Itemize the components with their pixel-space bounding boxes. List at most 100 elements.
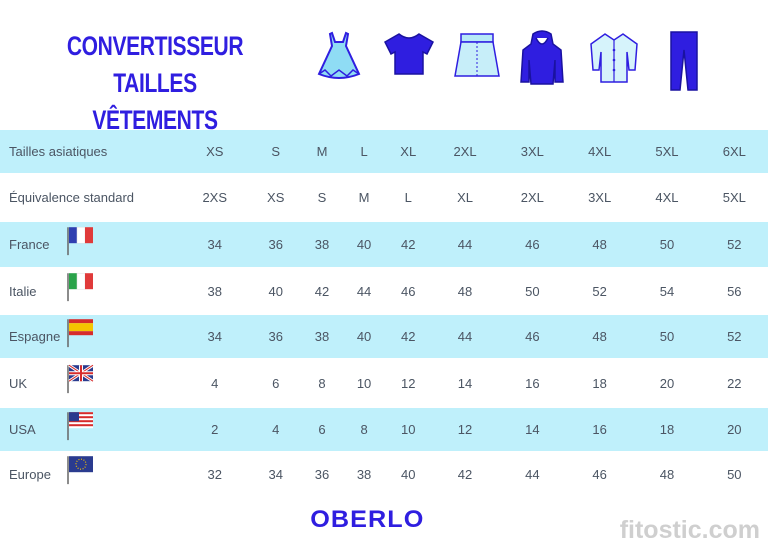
table-cell: 46 (401, 283, 416, 299)
table-cell: 38 (314, 237, 330, 252)
table-cell: S (317, 190, 327, 205)
table-cell: 38 (207, 283, 222, 299)
watermark: fitostic.com (619, 516, 760, 544)
table-cell: 50 (727, 466, 742, 482)
table-cell: 38 (356, 466, 372, 482)
table-cell: 40 (356, 329, 372, 344)
dress-icon (317, 31, 361, 79)
hoodie-icon (520, 30, 564, 85)
table-cell: 48 (457, 283, 473, 299)
spain-flag-icon (66, 317, 96, 350)
row-label-text: Italie (9, 283, 37, 299)
table-cell: 2XS (202, 190, 228, 205)
table-row: UK 4 6 8 10 12 14 16 18 20 22 (0, 358, 768, 408)
table-cell: 46 (592, 466, 607, 482)
table-row: France 34 36 38 40 42 44 46 48 50 52 (0, 222, 768, 267)
table-cell: 34 (207, 237, 222, 252)
table-cell: 38 (314, 329, 330, 344)
table-cell: 4 (272, 422, 280, 437)
table-cell: 6 (318, 422, 326, 437)
table-cell: L (360, 144, 368, 159)
row-label: Espagne (0, 315, 179, 358)
table-cell: 8 (318, 375, 326, 391)
table-cell: 20 (659, 375, 675, 391)
table-cell: M (316, 144, 328, 159)
row-label-text: USA (9, 422, 36, 437)
table-cell: 8 (360, 422, 368, 437)
table-cell: 2XL (453, 144, 477, 159)
eu-flag-icon (66, 454, 96, 487)
table-cell: XS (267, 190, 285, 205)
table-cell: 42 (457, 466, 473, 482)
table-row: USA 2 4 6 8 10 12 14 16 18 20 (0, 408, 768, 451)
italy-flag-icon (66, 271, 96, 304)
table-cell: 12 (457, 422, 473, 437)
row-label: Italie (0, 267, 179, 315)
row-label: UK (0, 358, 179, 408)
table-cell: XL (457, 190, 473, 205)
row-label-text: France (9, 237, 50, 252)
oberlo-logo: OBERLO (310, 506, 425, 533)
table-cell: 54 (659, 283, 675, 299)
tshirt-icon (384, 33, 434, 75)
table-cell: 4 (211, 375, 219, 391)
row-label-text: Espagne (9, 329, 61, 344)
table-cell: 34 (268, 466, 283, 482)
uk-flag-icon (66, 363, 96, 396)
title-line-1: CONVERTISSEUR (66, 31, 244, 61)
table-cell: 52 (727, 237, 742, 252)
table-cell: 36 (314, 466, 330, 482)
table-cell: S (271, 144, 281, 159)
table-cell: 12 (401, 375, 416, 391)
title-line-2: TAILLES VÊTEMENTS (92, 68, 218, 135)
table-cell: 32 (207, 466, 222, 482)
table-cell: L (404, 190, 412, 205)
table-row: Tailles asiatiques XS S M L XL 2XL 3XL 4XL 5XL 6XL (0, 130, 768, 173)
table-cell: 5XL (655, 144, 679, 159)
page-title: CONVERTISSEUR TAILLES VÊTEMENTS (58, 28, 253, 139)
table-cell: 48 (592, 329, 607, 344)
table-cell: 6 (272, 375, 280, 391)
row-label: Tailles asiatiques (0, 130, 179, 173)
row-label: Équivalence standard (0, 173, 179, 222)
skirt-icon (454, 33, 500, 77)
table-cell: 56 (727, 283, 742, 299)
table-cell: XL (400, 144, 417, 159)
table-cell: 14 (525, 422, 540, 437)
size-table: Tailles asiatiques XS S M L XL 2XL 3XL 4XL 5XL 6XL… (0, 130, 768, 497)
table-cell: 4XL (588, 144, 612, 159)
table-cell: 42 (401, 329, 416, 344)
table-cell: 20 (727, 422, 742, 437)
table-cell: 42 (314, 283, 330, 299)
table-cell: 2 (211, 422, 219, 437)
table-cell: 40 (268, 283, 283, 299)
table-cell: 46 (525, 329, 540, 344)
table-cell: 48 (592, 237, 607, 252)
table-cell: 22 (727, 375, 742, 391)
table-cell: 48 (659, 466, 675, 482)
row-label: Europe (0, 451, 179, 497)
usa-flag-icon (66, 410, 96, 443)
table-cell: 18 (592, 375, 607, 391)
table-row: Italie 38 40 42 44 46 48 50 52 54 56 (0, 267, 768, 315)
table-cell: 40 (356, 237, 372, 252)
row-label-text: Europe (9, 466, 51, 482)
table-cell: 50 (525, 283, 540, 299)
table-row: Équivalence standard 2XS XS S M L XL 2XL 3XL 4XL 5… (0, 173, 768, 222)
table-cell: 16 (592, 422, 607, 437)
table-cell: 40 (401, 466, 416, 482)
table-cell: 44 (356, 283, 372, 299)
table-cell: 10 (401, 422, 416, 437)
table-cell: 42 (401, 237, 416, 252)
table-cell: 34 (207, 329, 222, 344)
table-cell: 52 (727, 329, 742, 344)
row-label-text: Tailles asiatiques (9, 144, 108, 159)
table-cell: 4XL (655, 190, 679, 205)
table-cell: 10 (356, 375, 372, 391)
row-label: USA (0, 408, 179, 451)
table-row: Espagne 34 36 38 40 42 44 46 48 50 52 (0, 315, 768, 358)
row-label-text: UK (9, 375, 28, 391)
france-flag-icon (66, 225, 96, 258)
pants-icon (670, 31, 698, 91)
table-cell: M (358, 190, 370, 205)
